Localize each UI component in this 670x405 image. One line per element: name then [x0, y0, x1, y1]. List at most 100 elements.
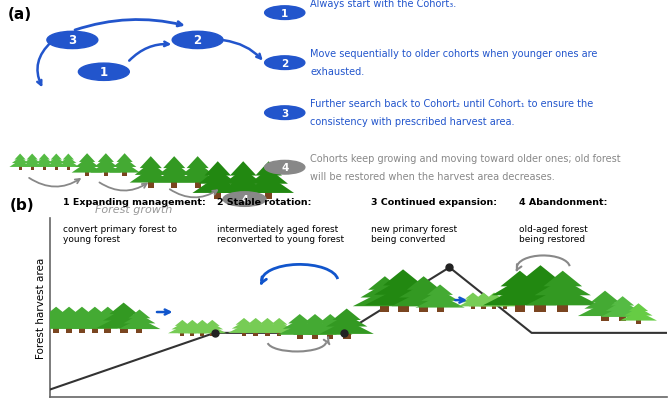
- Polygon shape: [399, 283, 448, 298]
- Polygon shape: [130, 168, 172, 183]
- Polygon shape: [327, 334, 334, 339]
- Polygon shape: [240, 192, 247, 200]
- Polygon shape: [277, 333, 281, 336]
- Circle shape: [78, 64, 129, 81]
- Polygon shape: [21, 160, 43, 168]
- Polygon shape: [195, 182, 201, 188]
- Polygon shape: [105, 328, 111, 333]
- Polygon shape: [263, 325, 295, 333]
- Polygon shape: [481, 306, 486, 309]
- Polygon shape: [427, 285, 453, 295]
- Polygon shape: [606, 301, 640, 311]
- Polygon shape: [94, 158, 118, 168]
- Polygon shape: [265, 192, 272, 200]
- Polygon shape: [230, 162, 257, 176]
- Polygon shape: [186, 157, 209, 168]
- Polygon shape: [251, 325, 283, 333]
- Polygon shape: [314, 319, 347, 329]
- Polygon shape: [103, 309, 144, 321]
- Polygon shape: [267, 322, 291, 329]
- Polygon shape: [624, 307, 653, 316]
- Polygon shape: [202, 323, 223, 330]
- Text: 4: 4: [241, 194, 248, 205]
- Polygon shape: [242, 333, 247, 336]
- Polygon shape: [190, 333, 194, 336]
- Polygon shape: [58, 317, 105, 329]
- Text: will be restored when the harvest area decreases.: will be restored when the harvest area d…: [310, 171, 555, 181]
- Polygon shape: [578, 303, 632, 316]
- Circle shape: [172, 32, 223, 49]
- Polygon shape: [137, 328, 143, 333]
- Polygon shape: [519, 266, 562, 283]
- Polygon shape: [298, 319, 332, 329]
- Polygon shape: [198, 169, 237, 184]
- Polygon shape: [104, 173, 108, 177]
- Circle shape: [265, 7, 305, 20]
- Polygon shape: [271, 318, 287, 325]
- Polygon shape: [113, 158, 137, 168]
- Polygon shape: [31, 167, 34, 170]
- Polygon shape: [12, 157, 28, 164]
- Polygon shape: [526, 287, 600, 305]
- Polygon shape: [51, 312, 87, 322]
- Polygon shape: [591, 291, 619, 303]
- Polygon shape: [247, 318, 264, 325]
- Polygon shape: [483, 296, 505, 303]
- Text: 4 Abandonment:: 4 Abandonment:: [519, 197, 607, 206]
- Polygon shape: [140, 157, 162, 168]
- Polygon shape: [9, 160, 31, 168]
- Polygon shape: [96, 307, 120, 317]
- Polygon shape: [117, 154, 133, 162]
- Polygon shape: [51, 154, 62, 160]
- Text: Forest growth: Forest growth: [95, 204, 173, 214]
- Polygon shape: [55, 167, 58, 170]
- Text: 2: 2: [194, 34, 202, 47]
- Polygon shape: [312, 334, 318, 339]
- Polygon shape: [198, 326, 226, 333]
- FancyArrowPatch shape: [324, 337, 330, 344]
- Polygon shape: [421, 290, 459, 301]
- Polygon shape: [109, 162, 140, 173]
- Polygon shape: [498, 283, 582, 305]
- FancyArrowPatch shape: [224, 41, 261, 60]
- Text: intermediately aged forest
reconverted to young forest: intermediately aged forest reconverted t…: [216, 224, 344, 243]
- Polygon shape: [19, 167, 21, 170]
- FancyArrowPatch shape: [517, 264, 521, 271]
- Polygon shape: [168, 326, 196, 333]
- Polygon shape: [611, 296, 634, 306]
- Polygon shape: [200, 333, 204, 336]
- Polygon shape: [224, 169, 263, 184]
- Polygon shape: [214, 192, 221, 200]
- Polygon shape: [492, 306, 496, 309]
- Polygon shape: [63, 154, 74, 160]
- FancyArrowPatch shape: [99, 183, 147, 191]
- Text: Always start with the Cohort₃.: Always start with the Cohort₃.: [310, 0, 456, 9]
- Polygon shape: [486, 293, 502, 299]
- Polygon shape: [249, 169, 288, 184]
- Polygon shape: [195, 320, 210, 326]
- Polygon shape: [584, 296, 626, 309]
- Text: 4: 4: [281, 163, 289, 173]
- Polygon shape: [123, 314, 155, 324]
- FancyArrowPatch shape: [455, 298, 464, 303]
- Polygon shape: [205, 320, 220, 326]
- Circle shape: [223, 192, 266, 207]
- Polygon shape: [158, 163, 190, 175]
- Polygon shape: [293, 324, 337, 335]
- Text: Further search back to Cohort₂ until Cohort₁ to ensure the: Further search back to Cohort₂ until Coh…: [310, 99, 594, 109]
- Polygon shape: [636, 320, 641, 324]
- Text: new primary forest
being converted: new primary forest being converted: [371, 224, 457, 243]
- Text: (a): (a): [8, 7, 32, 22]
- Polygon shape: [308, 324, 352, 335]
- Polygon shape: [192, 323, 213, 330]
- Polygon shape: [33, 317, 80, 329]
- Polygon shape: [66, 328, 72, 333]
- Polygon shape: [500, 271, 539, 287]
- FancyArrowPatch shape: [157, 310, 170, 315]
- Text: 1: 1: [281, 9, 288, 19]
- Text: old-aged forest
being restored: old-aged forest being restored: [519, 224, 588, 243]
- Text: exhausted.: exhausted.: [310, 67, 364, 77]
- Polygon shape: [492, 279, 548, 296]
- Circle shape: [47, 32, 98, 49]
- Polygon shape: [368, 277, 401, 290]
